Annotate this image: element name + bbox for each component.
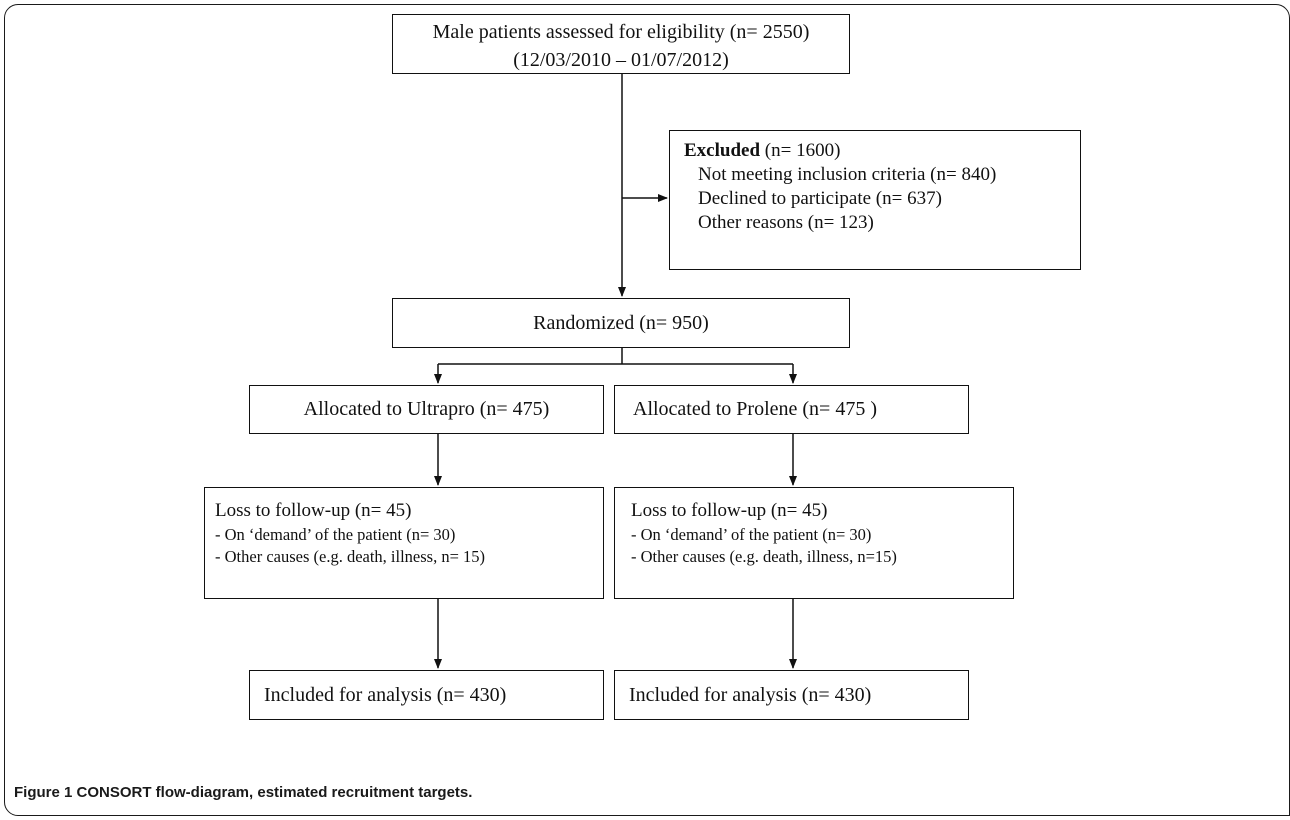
analysis-prolene-box: Included for analysis (n= 430)	[614, 670, 969, 720]
alloc-ultrapro-box: Allocated to Ultrapro (n= 475)	[249, 385, 604, 434]
loss-ultrapro-title: Loss to follow-up (n= 45)	[215, 500, 412, 521]
randomized-box: Randomized (n= 950)	[392, 298, 850, 348]
loss-ultrapro-other: - Other causes (e.g. death, illness, n= …	[215, 547, 486, 566]
figure-caption: Figure 1 CONSORT flow-diagram, estimated…	[14, 784, 473, 801]
excluded-item-declined: Declined to participate (n= 637)	[698, 188, 942, 209]
alloc-ultrapro-label: Allocated to Ultrapro (n= 475)	[303, 398, 550, 420]
loss-prolene-demand: - On ‘demand’ of the patient (n= 30)	[631, 525, 872, 544]
loss-prolene-other: - Other causes (e.g. death, illness, n=1…	[631, 547, 897, 566]
excluded-box: Excluded (n= 1600) Not meeting inclusion…	[669, 130, 1081, 270]
loss-ultrapro-demand: - On ‘demand’ of the patient (n= 30)	[215, 525, 456, 544]
randomized-label: Randomized (n= 950)	[533, 312, 709, 334]
excluded-title: Excluded	[684, 140, 761, 161]
excluded-title-line: Excluded (n= 1600)	[684, 139, 1080, 163]
loss-prolene-title: Loss to follow-up (n= 45)	[631, 500, 828, 521]
excluded-item-inclusion: Not meeting inclusion criteria (n= 840)	[698, 164, 997, 185]
assessed-box: Male patients assessed for eligibility (…	[392, 14, 850, 74]
excluded-count: (n= 1600)	[760, 140, 841, 161]
loss-ultrapro-box: Loss to follow-up (n= 45) - On ‘demand’ …	[204, 487, 604, 599]
analysis-ultrapro-label: Included for analysis (n= 430)	[264, 684, 507, 706]
assessed-line2: (12/03/2010 – 01/07/2012)	[513, 49, 729, 71]
excluded-item-other: Other reasons (n= 123)	[698, 212, 874, 233]
alloc-prolene-label: Allocated to Prolene (n= 475 )	[633, 398, 877, 420]
loss-prolene-box: Loss to follow-up (n= 45) - On ‘demand’ …	[614, 487, 1014, 599]
analysis-prolene-label: Included for analysis (n= 430)	[629, 684, 872, 706]
assessed-line1: Male patients assessed for eligibility (…	[432, 21, 810, 43]
analysis-ultrapro-box: Included for analysis (n= 430)	[249, 670, 604, 720]
alloc-prolene-box: Allocated to Prolene (n= 475 )	[614, 385, 969, 434]
